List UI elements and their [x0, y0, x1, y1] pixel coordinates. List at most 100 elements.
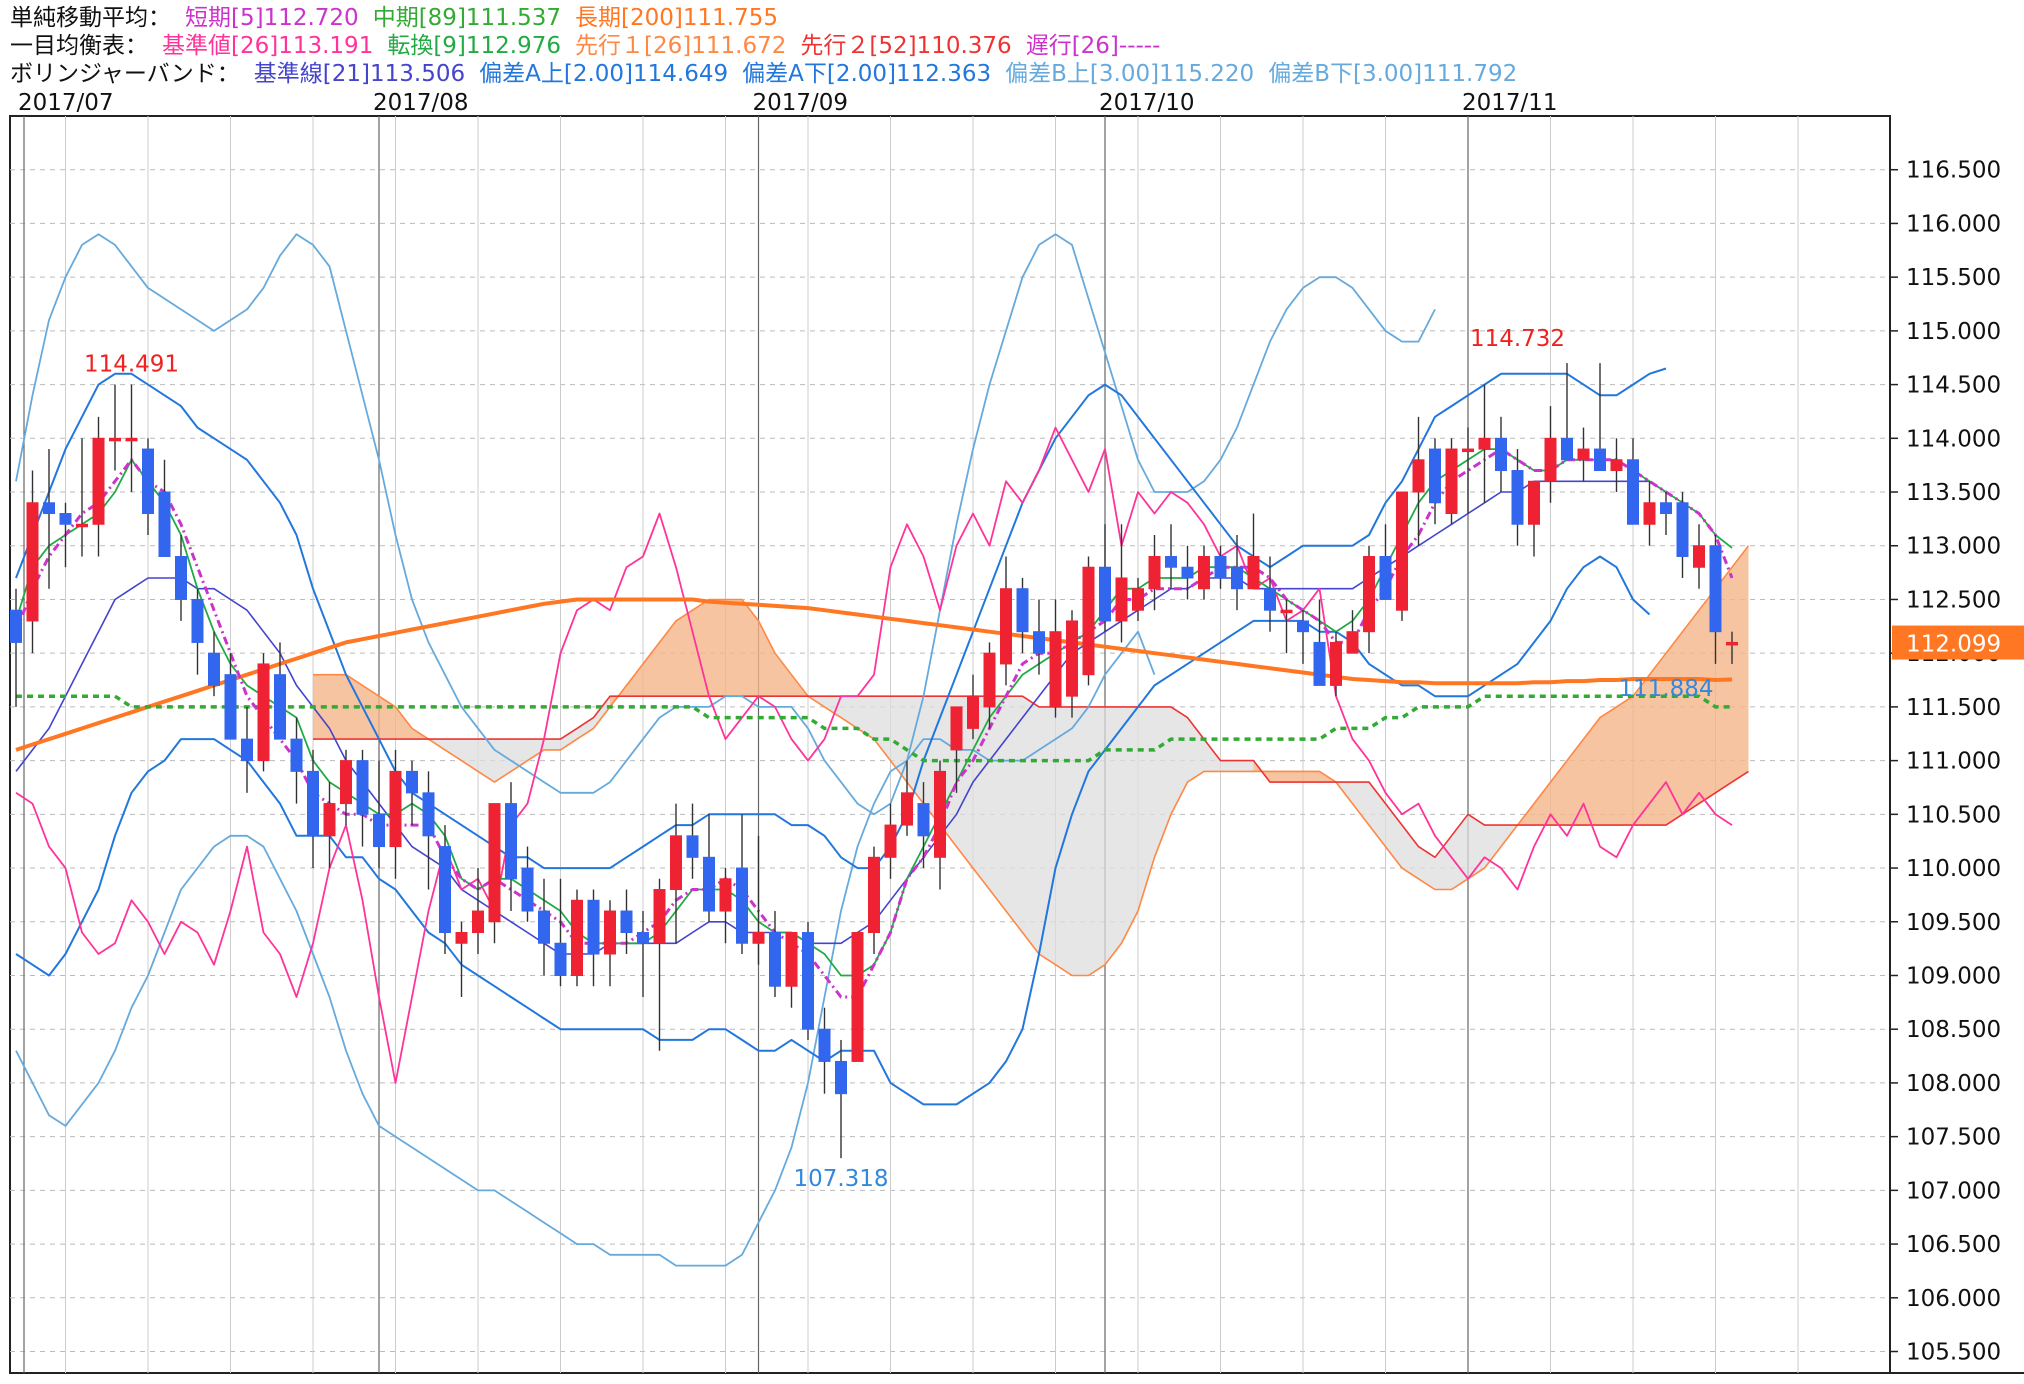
cloud-bull-segment [1732, 545, 1749, 783]
candle-down [818, 1028, 831, 1062]
cloud-bull-segment [1567, 739, 1584, 826]
candle-down [241, 738, 253, 762]
cloud-bear-segment [1352, 782, 1369, 826]
candle-up [571, 899, 583, 976]
candle-down [1676, 502, 1689, 557]
candle-down [1709, 545, 1722, 633]
cloud-bear-segment [1072, 706, 1089, 976]
candle-up [785, 932, 798, 987]
senkou-span-a-line [313, 545, 1750, 977]
candle-down [637, 932, 649, 944]
cloud-bear-segment [1088, 706, 1105, 976]
candle-down [1099, 566, 1111, 622]
price-annotation: 111.884 [1618, 676, 1713, 702]
cloud-bear-segment [1121, 706, 1138, 944]
cloud-bull-segment [1270, 771, 1287, 783]
y-tick-label: 116.500 [1906, 158, 2001, 184]
cloud-bear-segment [1451, 814, 1468, 890]
senkou-span-b-line [313, 695, 1749, 859]
candle-up [719, 878, 732, 912]
cloud-bear-segment [1006, 696, 1023, 933]
candle-up [1132, 588, 1144, 611]
legend-bb-a-up: 偏差A上[2.00]114.649 [479, 61, 729, 87]
cloud-bear-segment [1154, 706, 1171, 858]
candle-down [1181, 566, 1194, 579]
candle-down [736, 867, 748, 944]
candle-down [1594, 448, 1606, 472]
legend-bollinger-label: ボリンジャーバンド： [10, 61, 240, 87]
candle-down [43, 502, 55, 515]
month-label: 2017/09 [753, 90, 849, 116]
cloud-bear-segment [544, 739, 561, 750]
candle-up [752, 932, 765, 944]
cloud-bull-segment [742, 599, 759, 697]
cloud-bull-segment [1583, 717, 1600, 826]
candle-up [1412, 459, 1425, 493]
y-tick-label: 109.500 [1906, 910, 2001, 936]
candle-down [686, 835, 699, 858]
candle-down [59, 513, 72, 525]
candle-up [472, 910, 484, 934]
cloud-bull-segment [692, 599, 709, 697]
sma-mid-line [16, 694, 1732, 763]
candle-down [439, 846, 451, 934]
cloud-bear-segment [1022, 696, 1039, 954]
candle-down [1511, 470, 1524, 525]
cloud-bear-segment [1402, 825, 1419, 879]
cloud-bull-segment [395, 706, 412, 740]
y-tick-label: 107.500 [1906, 1125, 2001, 1151]
candle-up [257, 663, 270, 762]
candle-up [1363, 555, 1375, 633]
cloud-bull-segment [709, 599, 726, 697]
axis-layer: 116.500 116.000 115.500 115.000 114.500 114.0… [18, 90, 2001, 1366]
cloud-bear-segment [1369, 782, 1386, 847]
y-tick-label: 106.500 [1906, 1232, 2001, 1258]
cloud-bull-segment [775, 653, 792, 697]
y-tick-label: 106.000 [1906, 1286, 2001, 1312]
cloud-bear-segment [841, 696, 858, 729]
cloud-bull-segment [659, 620, 676, 697]
legend-sma: 単純移動平均： 短期[5]112.720 中期[89]111.537 長期[200]1… [10, 4, 792, 32]
candle-up [1330, 641, 1342, 686]
y-tick-label: 115.500 [1906, 265, 2001, 291]
cloud-bear-segment [989, 696, 1006, 912]
cloud-bear-segment [973, 696, 990, 890]
candle-down [373, 813, 385, 848]
candle-down [142, 448, 154, 515]
month-label: 2017/11 [1462, 90, 1558, 116]
candle-up [1462, 448, 1474, 453]
candle-up [1049, 631, 1062, 708]
legend-senkou1: 先行１[26]111.672 [575, 33, 787, 59]
candle-up [1577, 448, 1590, 461]
candle-up [26, 502, 39, 622]
legend-bb-b-dn: 偏差B下[3.00]111.792 [1268, 61, 1518, 87]
candle-up [76, 523, 88, 528]
candle-down [769, 932, 781, 987]
candle-down [1627, 459, 1639, 525]
cloud-bear-segment [1204, 739, 1221, 772]
candle-down [356, 760, 369, 815]
candle-up [488, 803, 501, 923]
cloud-bull-segment [1633, 674, 1650, 826]
candle-down [274, 674, 286, 740]
cloud-bear-segment [494, 739, 511, 783]
y-tick-label: 110.000 [1906, 856, 2001, 882]
legend-bb-b-up: 偏差B上[3.00]115.220 [1005, 61, 1255, 87]
y-tick-label: 111.000 [1906, 749, 2001, 775]
candle-down [1165, 555, 1177, 568]
cloud-bear-segment [824, 696, 841, 718]
candle-down [208, 652, 220, 686]
legend-tenkan: 転換[9]112.976 [387, 33, 562, 59]
candle-up [340, 760, 352, 805]
cloud-bear-segment [445, 739, 462, 761]
candle-down [307, 770, 319, 837]
cloud-bear-segment [1385, 803, 1402, 869]
candle-down [1264, 588, 1276, 611]
cloud-bear-segment [1220, 760, 1237, 772]
candle-down [835, 1060, 847, 1095]
candle-up [1396, 491, 1408, 611]
bollinger-b-upper-line [15, 233, 1436, 816]
candle-down [1313, 641, 1326, 686]
candle-up [1280, 609, 1293, 614]
last-price-label: 112.099 [1906, 632, 2001, 658]
